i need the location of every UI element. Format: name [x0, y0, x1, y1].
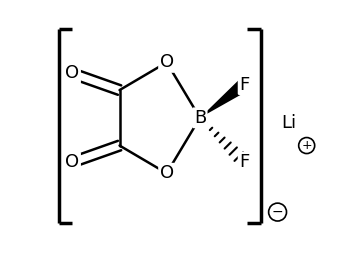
Text: Li: Li	[281, 114, 296, 132]
Text: O: O	[160, 53, 174, 71]
Polygon shape	[200, 79, 248, 118]
Text: +: +	[301, 139, 312, 152]
Text: O: O	[65, 64, 79, 83]
Text: F: F	[239, 76, 250, 94]
Text: O: O	[160, 164, 174, 182]
Text: O: O	[65, 153, 79, 171]
Text: B: B	[194, 109, 206, 127]
Text: F: F	[239, 153, 250, 171]
Text: −: −	[272, 205, 284, 219]
